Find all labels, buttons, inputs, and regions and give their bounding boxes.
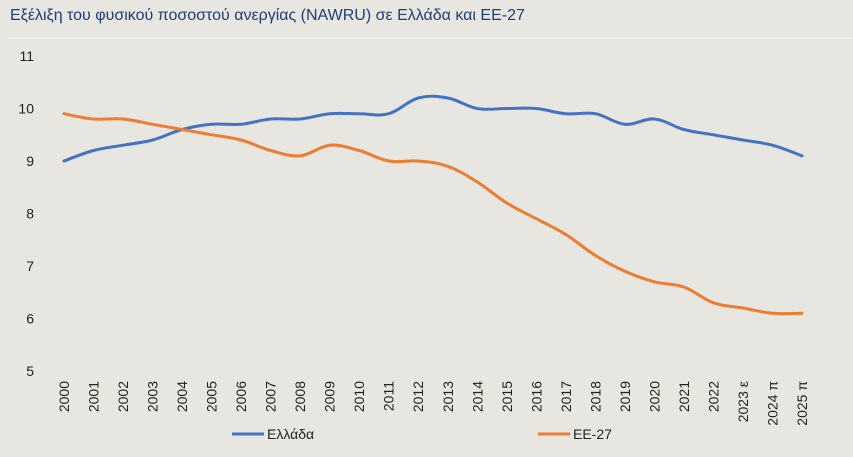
x-tick-label: 2023 ε — [735, 381, 751, 422]
x-tick-label: 2020 — [646, 381, 662, 412]
y-tick-label: 5 — [26, 363, 34, 379]
x-tick-label: 2004 — [174, 381, 190, 412]
x-tick-label: 2025 π — [794, 381, 810, 426]
x-tick-label: 2005 — [204, 381, 220, 412]
x-tick-label: 2014 — [469, 381, 485, 412]
legend-label: ΕΕ-27 — [573, 426, 612, 442]
x-tick-label: 2017 — [558, 381, 574, 412]
x-tick-label: 2000 — [56, 381, 72, 412]
x-tick-label: 2008 — [292, 381, 308, 412]
chart-legend: Ελλάδα ΕΕ-27 — [232, 426, 612, 442]
x-tick-label: 2016 — [528, 381, 544, 412]
x-tick-label: 2010 — [351, 381, 367, 412]
y-axis-ticks: 5 6 7 8 9 10 11 — [18, 48, 34, 379]
y-tick-label: 10 — [18, 101, 34, 117]
title-divider — [8, 38, 853, 39]
legend-label: Ελλάδα — [267, 426, 314, 442]
x-axis-ticks: 2000 2001 2002 2003 2004 2005 2006 2007 2008 2009… — [56, 381, 810, 426]
x-tick-label: 2022 — [705, 381, 721, 412]
y-tick-label: 9 — [26, 153, 34, 169]
x-tick-label: 2015 — [499, 381, 515, 412]
y-tick-label: 6 — [26, 311, 34, 327]
y-tick-label: 11 — [19, 48, 34, 64]
y-tick-label: 8 — [26, 206, 34, 222]
chart-title: Εξέλιξη του φυσικού ποσοστού ανεργίας (N… — [10, 7, 525, 24]
x-tick-label: 2024 π — [764, 381, 780, 426]
x-tick-label: 2018 — [587, 381, 603, 412]
y-tick-label: 7 — [26, 258, 34, 274]
x-tick-label: 2012 — [410, 381, 426, 412]
x-tick-label: 2019 — [617, 381, 633, 412]
x-tick-label: 2006 — [233, 381, 249, 412]
x-tick-label: 2011 — [381, 381, 397, 411]
x-tick-label: 2013 — [440, 381, 456, 412]
x-tick-label: 2009 — [322, 381, 338, 412]
x-tick-label: 2001 — [86, 381, 102, 412]
x-tick-label: 2003 — [145, 381, 161, 412]
series-line-1 — [62, 112, 804, 316]
x-tick-label: 2021 — [676, 381, 692, 412]
series-lines — [62, 94, 804, 316]
x-tick-label: 2007 — [263, 381, 279, 412]
x-tick-label: 2002 — [115, 381, 131, 412]
